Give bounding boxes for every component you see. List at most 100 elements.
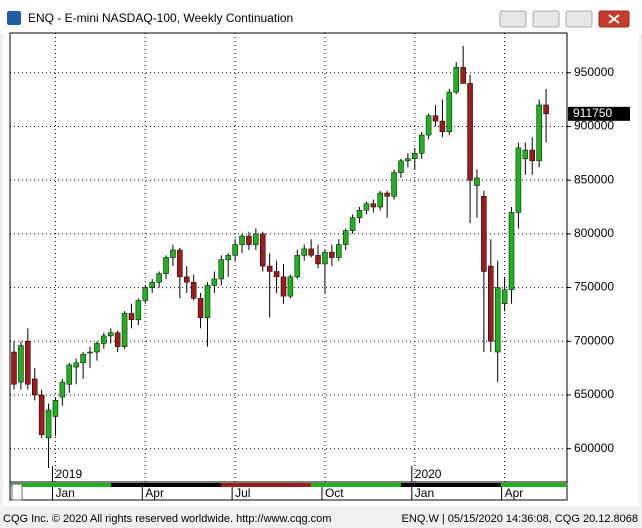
x-tick-label: Jan — [415, 486, 434, 500]
candle-body — [481, 196, 487, 272]
link-button[interactable] — [499, 10, 527, 28]
minimize-button[interactable] — [532, 10, 560, 28]
candle-body — [142, 287, 149, 301]
candle-body — [377, 192, 383, 208]
candle-body — [322, 251, 328, 265]
candle-body — [260, 233, 266, 267]
scroll-handle[interactable] — [11, 483, 23, 501]
candle-body — [211, 278, 218, 286]
candle-body — [529, 149, 535, 162]
candle-body — [232, 244, 238, 256]
candle-body — [363, 203, 370, 211]
candle-body — [488, 265, 494, 342]
candle-body — [266, 265, 273, 272]
maximize-button[interactable] — [565, 10, 593, 28]
session-bar — [401, 483, 501, 487]
candle-body — [11, 351, 17, 385]
candle-body — [149, 281, 155, 288]
footer-copyright: CQG Inc. © 2020 All rights reserved worl… — [3, 513, 331, 525]
candle-body — [384, 192, 390, 197]
candle-body — [342, 230, 349, 245]
candle-body — [391, 172, 397, 197]
candle-body — [446, 91, 453, 133]
plot: 600000 650000 700000 750000 800000 850000 9000… — [10, 33, 630, 500]
y-tick-label: 950000 — [574, 65, 614, 79]
candle-body — [336, 244, 342, 258]
window-title: ENQ - E-mini NASDAQ-100, Weekly Continua… — [28, 11, 293, 25]
candle-body — [73, 362, 79, 368]
session-bar — [221, 483, 311, 487]
candle-body — [405, 158, 411, 162]
candle-body — [101, 335, 107, 344]
candle-body — [287, 276, 294, 297]
candle-body — [128, 313, 135, 321]
candle-body — [370, 203, 377, 208]
candle-body — [515, 147, 522, 213]
candle-body — [412, 153, 418, 159]
candle-body — [474, 177, 480, 186]
candle-body — [45, 409, 52, 439]
year-label: 2019 — [55, 467, 82, 481]
candle-body — [87, 351, 93, 354]
x-tick-label: Apr — [505, 486, 524, 500]
candle-body — [522, 149, 529, 159]
candle-body — [66, 364, 73, 385]
candle-body — [460, 67, 466, 84]
candle-body — [349, 217, 356, 231]
candle-body — [329, 251, 335, 258]
candle-body — [501, 289, 508, 304]
candle-body — [31, 378, 38, 396]
candle-body — [204, 285, 211, 318]
candle-body — [25, 341, 31, 385]
candle-body — [280, 276, 287, 297]
candle-body — [94, 343, 100, 353]
last-price-label: 911750 — [573, 106, 612, 120]
session-bar — [501, 483, 566, 487]
candle-body — [301, 248, 307, 256]
candle-body — [107, 332, 114, 337]
candle-body — [170, 249, 176, 258]
candle-body — [135, 300, 142, 321]
candle-body — [356, 209, 363, 219]
candle-body — [273, 271, 280, 278]
candle-body — [439, 120, 446, 133]
candle-body — [494, 287, 501, 353]
x-tick-label: Oct — [325, 486, 344, 500]
y-tick-label: 750000 — [574, 280, 614, 294]
chart-area — [3, 34, 639, 506]
candle-body — [308, 248, 314, 256]
close-icon — [608, 14, 620, 24]
y-tick-label: 600000 — [574, 441, 614, 455]
session-bar — [311, 483, 401, 487]
candle-body — [163, 257, 169, 274]
candle-body — [432, 115, 439, 122]
candle-body — [467, 83, 473, 181]
candle-body — [190, 281, 197, 299]
y-tick-label: 800000 — [574, 226, 614, 240]
year-label: 2020 — [415, 467, 442, 481]
candle-body — [294, 255, 301, 278]
candle-body — [18, 345, 24, 383]
candle-body — [80, 353, 86, 364]
x-tick-label: Jan — [55, 486, 74, 500]
candle-body — [197, 298, 204, 318]
candle-body — [315, 255, 321, 265]
y-tick-label: 850000 — [574, 172, 614, 186]
candle-body — [239, 235, 245, 245]
candle-body — [52, 400, 59, 417]
candle-body — [536, 104, 542, 162]
candle-body — [253, 233, 259, 245]
app-icon — [7, 11, 21, 25]
session-bar — [11, 483, 111, 487]
candle-body — [121, 313, 128, 347]
candle-body — [177, 249, 183, 278]
candle-body — [246, 235, 252, 245]
candle-body — [225, 255, 231, 260]
candle-body — [38, 394, 45, 435]
candle-body — [184, 276, 190, 283]
y-tick-label: 650000 — [574, 387, 614, 401]
footer-status: ENQ.W | 05/15/2020 14:36:08, CQG 20.12.8… — [402, 513, 638, 525]
candle-body — [156, 273, 162, 283]
candle-body — [418, 134, 425, 154]
